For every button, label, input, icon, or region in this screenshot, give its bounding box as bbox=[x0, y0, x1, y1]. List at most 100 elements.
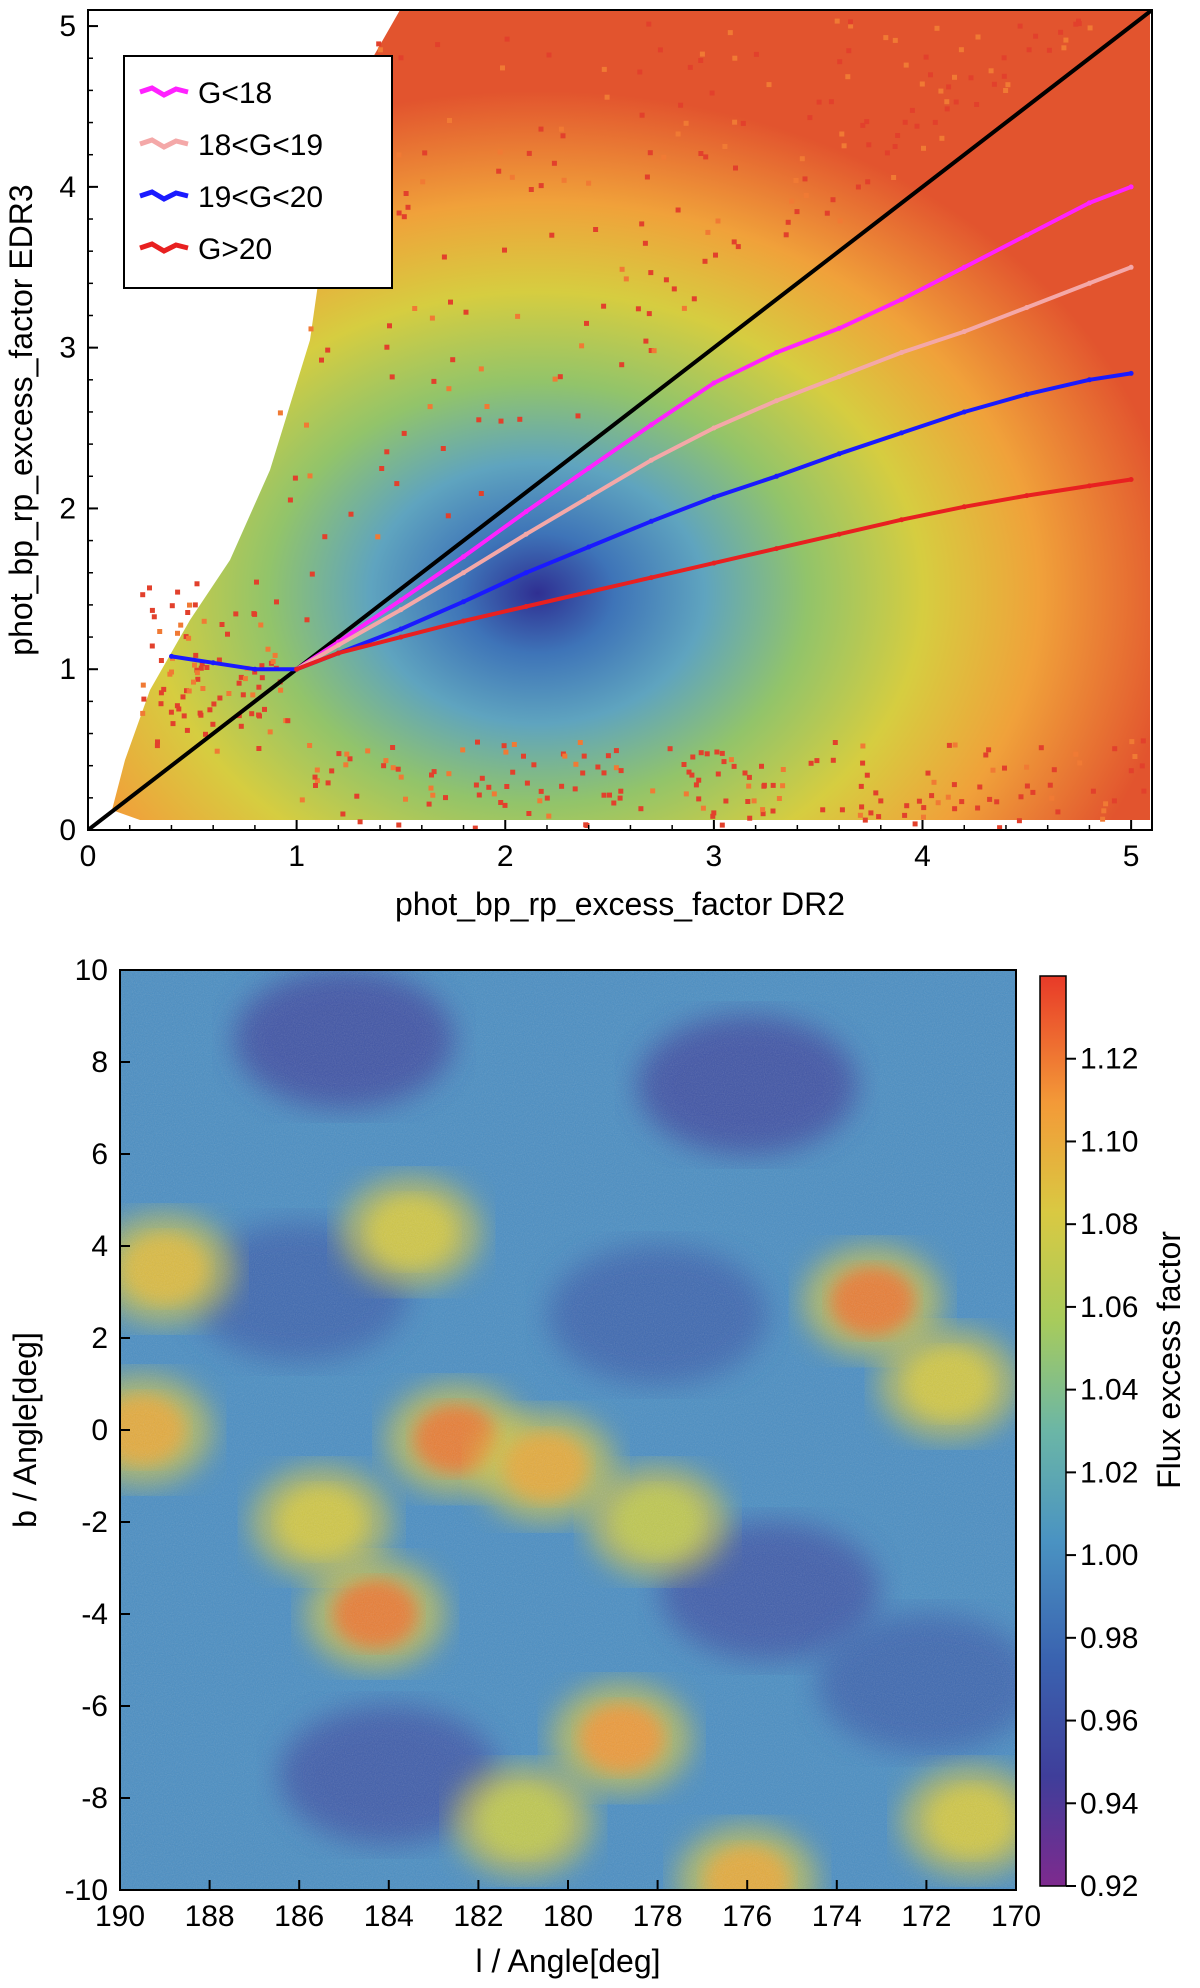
outlier-point bbox=[307, 743, 313, 748]
x-tick-label: 3 bbox=[706, 840, 723, 873]
outlier-point bbox=[278, 687, 284, 693]
series-point bbox=[711, 560, 717, 566]
outlier-point bbox=[857, 812, 863, 818]
outlier-point bbox=[581, 753, 587, 759]
outlier-point bbox=[551, 160, 557, 166]
outlier-point bbox=[575, 413, 581, 419]
outlier-point bbox=[1001, 55, 1007, 61]
series-point bbox=[398, 597, 404, 603]
outlier-point bbox=[184, 727, 190, 733]
outlier-point bbox=[558, 126, 564, 132]
outlier-point bbox=[420, 179, 426, 185]
outlier-point bbox=[1049, 795, 1055, 801]
y-tick-label: -6 bbox=[81, 1690, 108, 1723]
series-line-2 bbox=[171, 371, 1132, 672]
outlier-point bbox=[396, 822, 402, 828]
outlier-point bbox=[502, 802, 508, 808]
outlier-point bbox=[546, 52, 552, 58]
colorbar: 0.92 0.94 0.96 0.98 1.00 1.02 1.04 1.06 1.08 1.10… bbox=[1039, 975, 1187, 1903]
series-point bbox=[836, 531, 842, 537]
outlier-point bbox=[446, 771, 452, 777]
series-point bbox=[1024, 305, 1030, 310]
x-tick-label: 180 bbox=[543, 1900, 593, 1933]
outlier-point bbox=[623, 276, 629, 282]
series-point bbox=[1086, 200, 1092, 206]
outlier-point bbox=[760, 807, 766, 813]
colorbar-tick-label: 1.06 bbox=[1080, 1291, 1138, 1324]
outlier-point bbox=[390, 765, 396, 771]
x-tick-label: 170 bbox=[991, 1900, 1041, 1933]
legend-swatch-3 bbox=[139, 241, 189, 254]
outlier-point bbox=[648, 348, 654, 353]
series-point bbox=[774, 473, 779, 479]
outlier-point bbox=[766, 82, 772, 88]
outlier-point bbox=[249, 711, 255, 717]
outlier-point bbox=[1129, 739, 1135, 745]
outlier-point bbox=[619, 362, 625, 368]
series-point bbox=[711, 494, 717, 500]
series-point bbox=[1128, 184, 1134, 190]
outlier-point bbox=[830, 757, 836, 763]
outlier-point bbox=[252, 669, 258, 675]
outlier-point bbox=[1139, 763, 1145, 769]
y-tick-label: 2 bbox=[59, 492, 76, 525]
outlier-point bbox=[903, 62, 909, 68]
outlier-point bbox=[443, 795, 448, 801]
x-tick-label: 172 bbox=[901, 1900, 951, 1933]
series-point bbox=[398, 626, 404, 632]
outlier-point bbox=[1103, 801, 1109, 807]
outlier-point bbox=[396, 152, 402, 158]
outlier-point bbox=[1132, 754, 1138, 759]
outlier-point bbox=[642, 240, 648, 246]
outlier-point bbox=[412, 306, 418, 311]
outlier-point bbox=[211, 701, 217, 707]
outlier-point bbox=[515, 313, 521, 319]
y-tick-label: 4 bbox=[59, 171, 76, 204]
outlier-point bbox=[440, 446, 446, 451]
identity-line-path bbox=[88, 10, 1152, 830]
y-tick-label: 8 bbox=[91, 1046, 108, 1079]
series-point bbox=[774, 398, 779, 404]
series-point bbox=[523, 531, 529, 537]
y-tick-label: 1 bbox=[59, 653, 76, 686]
outlier-point bbox=[181, 713, 187, 719]
series-point bbox=[961, 409, 967, 415]
colorbar-tick-label: 0.92 bbox=[1080, 1870, 1138, 1903]
outlier-point bbox=[902, 812, 908, 818]
outlier-point bbox=[1090, 788, 1096, 794]
outlier-point bbox=[618, 768, 624, 774]
outlier-point bbox=[546, 813, 552, 819]
outlier-point bbox=[538, 788, 544, 794]
outlier-point bbox=[794, 209, 800, 215]
series-point bbox=[961, 329, 967, 335]
outlier-point bbox=[147, 585, 152, 591]
outlier-point bbox=[158, 701, 164, 707]
outlier-point bbox=[225, 631, 230, 637]
outlier-point bbox=[236, 680, 242, 686]
outlier-point bbox=[732, 119, 738, 125]
outlier-point bbox=[427, 404, 433, 410]
outlier-point bbox=[448, 299, 453, 305]
outlier-point bbox=[686, 769, 692, 775]
outlier-point bbox=[140, 592, 146, 598]
outlier-point bbox=[340, 811, 346, 817]
outlier-point bbox=[1046, 47, 1052, 53]
outlier-point bbox=[946, 742, 952, 748]
outlier-point bbox=[277, 410, 283, 416]
outlier-point bbox=[557, 374, 563, 380]
outlier-point bbox=[274, 599, 279, 605]
outlier-point bbox=[500, 65, 505, 71]
outlier-point bbox=[814, 758, 820, 764]
outlier-point bbox=[381, 763, 387, 769]
outlier-point bbox=[789, 198, 795, 204]
outlier-point bbox=[184, 688, 189, 694]
outlier-point bbox=[732, 55, 738, 61]
series-point bbox=[1128, 477, 1134, 482]
series-point bbox=[648, 518, 654, 524]
outlier-point bbox=[262, 706, 267, 712]
colorbar-scale bbox=[1039, 975, 1067, 1887]
outlier-point bbox=[447, 118, 452, 123]
outlier-point bbox=[344, 751, 350, 757]
outlier-point bbox=[722, 144, 728, 149]
